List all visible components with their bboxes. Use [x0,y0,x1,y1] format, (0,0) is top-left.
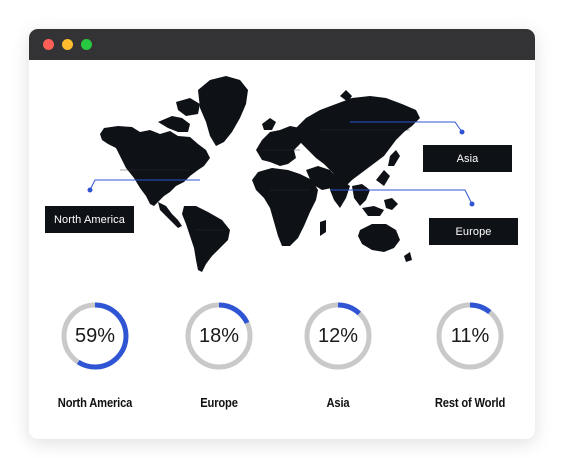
map-india [330,180,350,208]
map-label-asia: Asia [423,145,512,172]
map-greenland [198,76,248,146]
stat-region-label: Rest of World [434,395,506,410]
progress-ring-icon [61,302,129,370]
map-central-america [158,202,182,228]
map-australia [358,224,400,252]
stat-region-label: North America [57,395,133,410]
stat-ring-0: 59% [59,300,131,372]
connector-dot-europe [469,201,475,207]
map-asia [296,96,420,186]
stat-ring-2: 12% [302,300,374,372]
map-south-america [182,206,230,272]
connector-asia [350,121,463,133]
progress-ring-icon [304,302,372,370]
window-titlebar [29,29,535,60]
close-window-button[interactable] [43,39,54,50]
connector-dot-north-america [87,187,93,193]
stat-region-label: Europe [200,395,238,410]
stat-percent: 11% [450,324,490,347]
stat-region-label: Asia [326,395,350,410]
map-europe [256,126,306,166]
minimize-window-button[interactable] [62,39,73,50]
stat-ring-1: 18% [183,300,255,372]
progress-ring-icon [436,302,504,370]
progress-ring-icon [185,302,253,370]
maximize-window-button[interactable] [81,39,92,50]
stat-ring-3: 11% [434,300,506,372]
map-north-america [100,126,210,206]
connector-north-america [89,179,200,191]
stat-percent: 59% [74,324,116,347]
map-africa [252,168,318,246]
map-label-north-america: North America [45,206,134,233]
stat-percent: 12% [317,324,359,347]
connector-europe [330,189,473,205]
connector-dot-asia [459,129,465,135]
stat-percent: 18% [198,324,240,347]
map-label-europe: Europe [429,218,518,245]
